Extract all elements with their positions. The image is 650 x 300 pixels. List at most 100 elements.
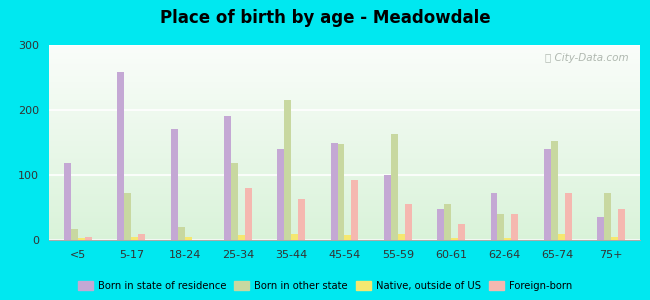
Bar (49, 186, 640, 187)
Bar (131, 237, 138, 240)
Bar (544, 149, 551, 240)
Bar (49, 230, 640, 231)
Bar (49, 195, 640, 196)
Bar (49, 187, 640, 188)
Bar (49, 109, 640, 110)
Bar (49, 142, 640, 143)
Bar (497, 214, 504, 240)
Bar (49, 174, 640, 175)
Bar (49, 96, 640, 97)
Bar (49, 216, 640, 217)
Bar (49, 176, 640, 177)
Bar (49, 188, 640, 189)
Bar (171, 130, 177, 240)
Bar (49, 50, 640, 51)
Bar (49, 156, 640, 157)
Bar (49, 235, 640, 236)
Bar (49, 117, 640, 118)
Bar (344, 235, 352, 240)
Bar (49, 93, 640, 94)
Bar (71, 229, 78, 240)
Bar (49, 152, 640, 153)
Bar (597, 217, 604, 240)
Bar (118, 72, 124, 240)
Bar (49, 192, 640, 193)
Bar (49, 89, 640, 90)
Bar (49, 132, 640, 133)
Bar (391, 134, 398, 240)
Bar (49, 210, 640, 211)
Bar (49, 193, 640, 194)
Bar (49, 177, 640, 178)
Bar (49, 46, 640, 47)
Bar (49, 190, 640, 191)
Bar (291, 233, 298, 240)
Bar (49, 214, 640, 215)
Bar (49, 231, 640, 232)
Bar (49, 227, 640, 228)
Text: Place of birth by age - Meadowdale: Place of birth by age - Meadowdale (160, 9, 490, 27)
Bar (49, 213, 640, 214)
Bar (49, 151, 640, 152)
Bar (49, 197, 640, 198)
Bar (49, 130, 640, 131)
Bar (49, 223, 640, 224)
Bar (49, 114, 640, 115)
Bar (618, 209, 625, 240)
Bar (398, 233, 405, 240)
Bar (49, 184, 640, 185)
Bar (49, 69, 640, 70)
Bar (49, 232, 640, 233)
Bar (49, 236, 640, 237)
Bar (49, 107, 640, 108)
Bar (49, 211, 640, 212)
Bar (49, 198, 640, 199)
Bar (49, 62, 640, 64)
Bar (49, 208, 640, 209)
Bar (49, 112, 640, 113)
Bar (49, 138, 640, 139)
Bar (405, 204, 411, 240)
Bar (49, 225, 640, 226)
Bar (49, 118, 640, 119)
Bar (337, 144, 345, 240)
Bar (49, 134, 640, 135)
Bar (49, 75, 640, 76)
Bar (49, 207, 640, 208)
Bar (49, 157, 640, 158)
Bar (49, 150, 640, 151)
Bar (49, 85, 640, 86)
Bar (49, 212, 640, 213)
Bar (49, 159, 640, 160)
Bar (49, 56, 640, 57)
Bar (231, 163, 238, 240)
Bar (49, 121, 640, 122)
Bar (49, 53, 640, 54)
Bar (49, 99, 640, 100)
Bar (49, 58, 640, 60)
Bar (49, 143, 640, 144)
Bar (49, 170, 640, 171)
Bar (138, 233, 145, 240)
Bar (49, 122, 640, 123)
Bar (49, 92, 640, 93)
Bar (49, 60, 640, 61)
Bar (49, 47, 640, 48)
Bar (49, 103, 640, 104)
Bar (284, 100, 291, 240)
Bar (49, 98, 640, 99)
Bar (49, 77, 640, 78)
Bar (49, 226, 640, 227)
Bar (177, 227, 185, 240)
Bar (49, 149, 640, 150)
Bar (565, 193, 571, 240)
Bar (49, 183, 640, 184)
Bar (49, 61, 640, 62)
Bar (78, 238, 85, 240)
Bar (49, 90, 640, 91)
Bar (124, 193, 131, 240)
Bar (49, 108, 640, 109)
Bar (611, 237, 618, 240)
Bar (49, 147, 640, 148)
Bar (49, 153, 640, 154)
